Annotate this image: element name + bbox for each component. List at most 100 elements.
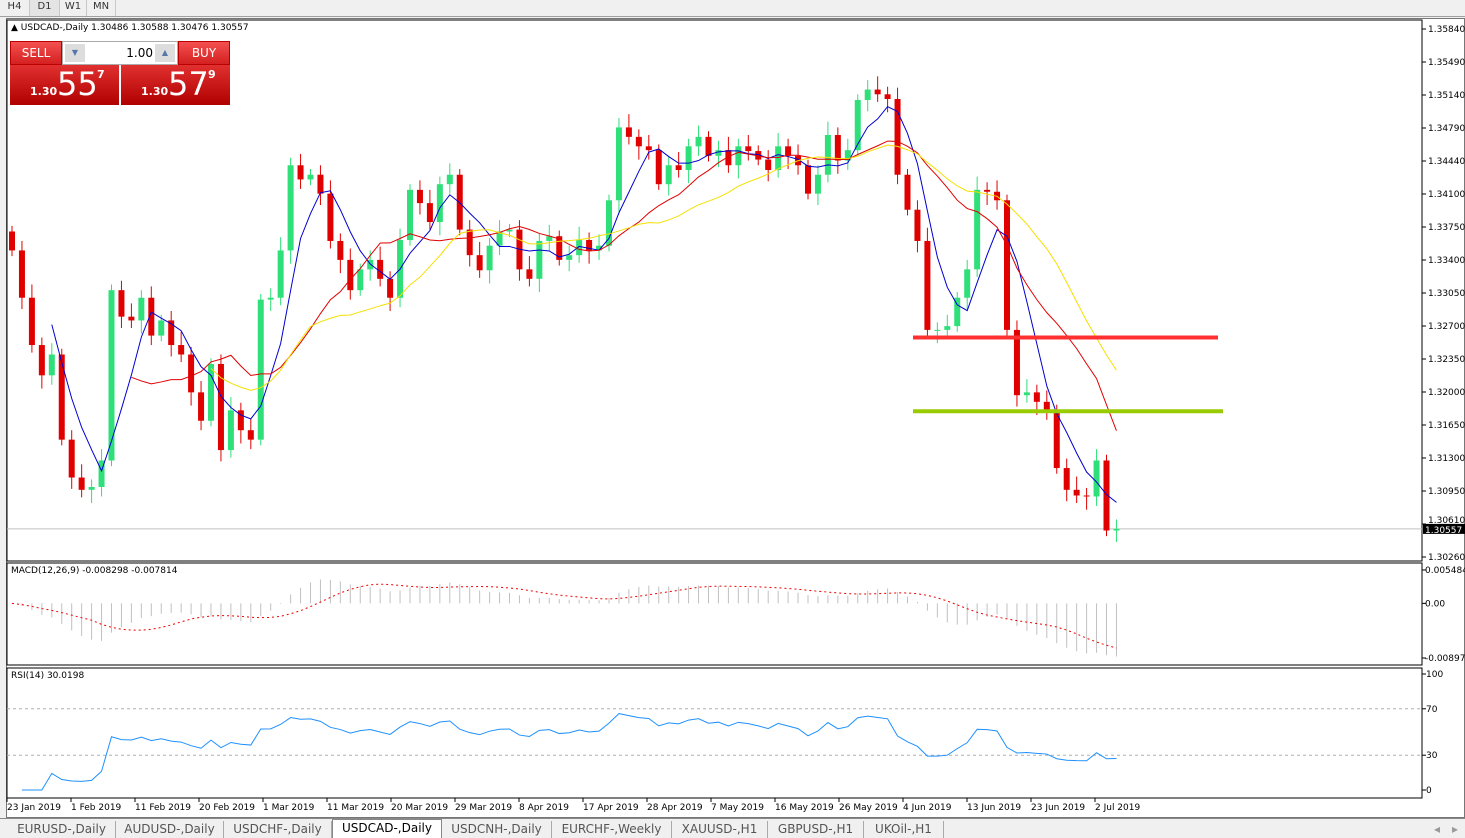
candle-bullish <box>407 189 413 241</box>
candle-bearish <box>625 127 632 137</box>
price-axis-label: 1.33400 <box>1428 256 1465 266</box>
candle-bearish <box>297 165 304 180</box>
candle-bullish <box>446 174 453 185</box>
candle-bearish <box>78 477 85 490</box>
candle-bullish <box>546 236 553 241</box>
macd-axis-label: 0.005484 <box>1425 566 1465 576</box>
candle-bullish <box>1023 392 1030 396</box>
ma-fast-line <box>51 105 1117 503</box>
candle-bearish <box>1063 468 1070 490</box>
lot-decrease-icon[interactable]: ▼ <box>65 44 85 62</box>
sell-price-pip: 7 <box>97 68 105 81</box>
buy-price[interactable]: 1.30 57 9 <box>121 65 230 105</box>
candle-bullish <box>854 99 861 151</box>
rsi-axis-label: 70 <box>1426 705 1438 715</box>
tab-audusd[interactable]: AUDUSD-,Daily <box>116 821 224 838</box>
buy-button[interactable]: BUY <box>178 41 230 65</box>
candle-bullish <box>1093 460 1100 497</box>
candle-bearish <box>725 150 732 166</box>
timeframe-h4[interactable]: H4 <box>0 0 30 16</box>
candle-bearish <box>377 259 384 279</box>
chart-tabs: EURUSD-,Daily AUDUSD-,Daily USDCHF-,Dail… <box>0 818 1465 838</box>
candle-bullish <box>606 200 612 246</box>
candle-bullish <box>496 231 503 246</box>
price-axis-label: 1.31650 <box>1428 421 1465 431</box>
candle-bullish <box>944 326 951 330</box>
candle-bearish <box>1043 401 1050 411</box>
candle-bullish <box>88 486 95 490</box>
date-axis-label: 1 Mar 2019 <box>263 803 315 813</box>
date-axis-label: 1 Feb 2019 <box>71 803 122 813</box>
candle-bearish <box>755 151 762 160</box>
tab-usdcad[interactable]: USDCAD-,Daily <box>332 819 442 838</box>
timeframe-w1[interactable]: W1 <box>60 0 87 16</box>
candle-bullish <box>566 255 573 260</box>
candle-bearish <box>9 231 15 251</box>
collapse-triangle-icon[interactable]: ▲ <box>11 23 18 33</box>
candle-bearish <box>247 430 254 440</box>
date-axis-label: 26 May 2019 <box>839 803 898 813</box>
tab-eurusd[interactable]: EURUSD-,Daily <box>8 821 116 838</box>
sell-button[interactable]: SELL <box>10 41 62 65</box>
current-price-badge <box>1423 523 1465 534</box>
candle-bearish <box>327 193 334 241</box>
lot-size-input[interactable] <box>87 44 153 62</box>
main-pane-frame <box>6 19 1423 562</box>
candle-bullish <box>357 269 364 291</box>
candle-bearish <box>28 297 35 346</box>
date-axis-label: 13 Jun 2019 <box>967 803 1021 813</box>
candle-bearish <box>188 354 195 393</box>
candle-bearish <box>387 278 394 298</box>
timeframe-mn[interactable]: MN <box>87 0 116 16</box>
candle-bearish <box>894 99 901 175</box>
date-axis-label: 20 Feb 2019 <box>199 803 255 813</box>
tab-eurchf[interactable]: EURCHF-,Weekly <box>552 821 672 838</box>
candle-bearish <box>984 189 991 192</box>
one-click-trading-panel: SELL ▼ ▲ BUY 1.30 55 7 1.30 57 9 <box>10 41 230 105</box>
candle-bearish <box>675 165 682 170</box>
candle-bullish <box>775 146 782 170</box>
macd-label: MACD(12,26,9) -0.008298 -0.007814 <box>11 566 178 576</box>
lot-size-control: ▼ ▲ <box>62 41 178 65</box>
tab-usdchf[interactable]: USDCHF-,Daily <box>224 821 332 838</box>
candle-bullish <box>108 290 115 461</box>
candle-bearish <box>884 94 891 100</box>
candle-bearish <box>168 320 175 346</box>
candle-bullish <box>257 299 264 440</box>
price-axis-label: 1.35840 <box>1428 25 1465 35</box>
macd-axis-label: -0.008973 <box>1425 654 1465 664</box>
sell-price[interactable]: 1.30 55 7 <box>10 65 119 105</box>
candle-bearish <box>645 146 652 151</box>
price-axis-label: 1.34440 <box>1428 157 1465 167</box>
tab-ukoil[interactable]: UKOil-,H1 <box>864 821 944 838</box>
candle-bearish <box>1013 329 1020 396</box>
macd-pane-frame <box>6 562 1423 666</box>
chart-canvas[interactable]: 1.35840 1.35490 1.35140 1.34790 1.34440 1.341… <box>0 0 1465 818</box>
tabs-scroll-left-icon[interactable]: ◂ <box>1433 822 1441 836</box>
tabs-scroll-right-icon[interactable]: ▸ <box>1451 822 1459 836</box>
date-axis-label: 20 Mar 2019 <box>391 803 448 813</box>
candle-bearish <box>705 136 712 156</box>
tab-usdcnh[interactable]: USDCNH-,Daily <box>442 821 552 838</box>
candle-bearish <box>426 203 433 223</box>
candle-bearish <box>1004 200 1010 330</box>
date-axis-label: 28 Apr 2019 <box>647 803 703 813</box>
price-axis-label: 1.32700 <box>1428 322 1465 332</box>
candle-bearish <box>337 240 344 260</box>
timeframe-d1[interactable]: D1 <box>30 0 60 16</box>
candle-bearish <box>765 159 772 170</box>
price-axis-label: 1.30610 <box>1428 516 1465 526</box>
lot-increase-icon[interactable]: ▲ <box>155 44 175 62</box>
candle-bearish <box>466 229 473 256</box>
candle-bearish <box>198 392 205 421</box>
candle-bearish <box>556 236 563 260</box>
tab-xauusd[interactable]: XAUUSD-,H1 <box>672 821 768 838</box>
rsi-axis-label: 30 <box>1426 751 1438 761</box>
candle-bullish <box>814 174 821 194</box>
candle-bullish <box>974 189 981 270</box>
candle-bearish <box>18 250 25 298</box>
candle-bearish <box>118 290 125 317</box>
tab-gbpusd[interactable]: GBPUSD-,H1 <box>768 821 864 838</box>
date-axis-label: 4 Jun 2019 <box>903 803 952 813</box>
price-axis-label: 1.32000 <box>1428 388 1465 398</box>
